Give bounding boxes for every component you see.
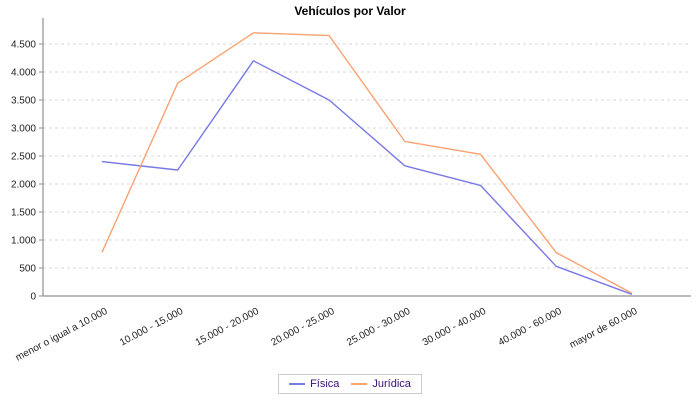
y-axis-label: 0: [30, 292, 36, 303]
chart-title: Vehículos por Valor: [294, 4, 406, 18]
x-axis-label: 15.000 - 20.000: [194, 306, 261, 349]
x-axis-label: 25.000 - 30.000: [345, 306, 412, 349]
legend-line-swatch: [351, 383, 368, 385]
x-axis-label: 40.000 - 60.000: [497, 306, 564, 349]
y-axis-label: 1.500: [11, 208, 36, 219]
y-axis-label: 1.000: [11, 236, 36, 247]
y-axis-label: 500: [19, 264, 36, 275]
legend-item-fisica: Física: [289, 378, 339, 390]
legend: Física Jurídica: [278, 374, 422, 394]
x-axis-label: 20.000 - 25.000: [269, 306, 336, 349]
legend-item-juridica: Jurídica: [351, 378, 411, 390]
x-axis-label: 10.000 - 15.000: [118, 306, 185, 349]
series-line-fisica: [101, 60, 633, 295]
y-axis-label: 4.500: [11, 40, 36, 51]
y-axis-label: 2.000: [11, 180, 36, 191]
legend-item-label: Física: [310, 378, 340, 390]
x-axis-label: 30.000 - 40.000: [421, 306, 488, 349]
y-axis-label: 3.000: [11, 124, 36, 135]
legend-line-swatch: [289, 383, 306, 385]
y-axis-label: 3.500: [11, 96, 36, 107]
y-axis-label: 4.000: [11, 68, 36, 79]
series-line-juridica: [101, 32, 633, 294]
legend-item-label: Jurídica: [372, 378, 411, 390]
x-axis-label: mayor de 60.000: [568, 306, 640, 351]
x-axis-label: menor o igual a 10.000: [14, 306, 110, 364]
y-axis-label: 2.500: [11, 152, 36, 163]
